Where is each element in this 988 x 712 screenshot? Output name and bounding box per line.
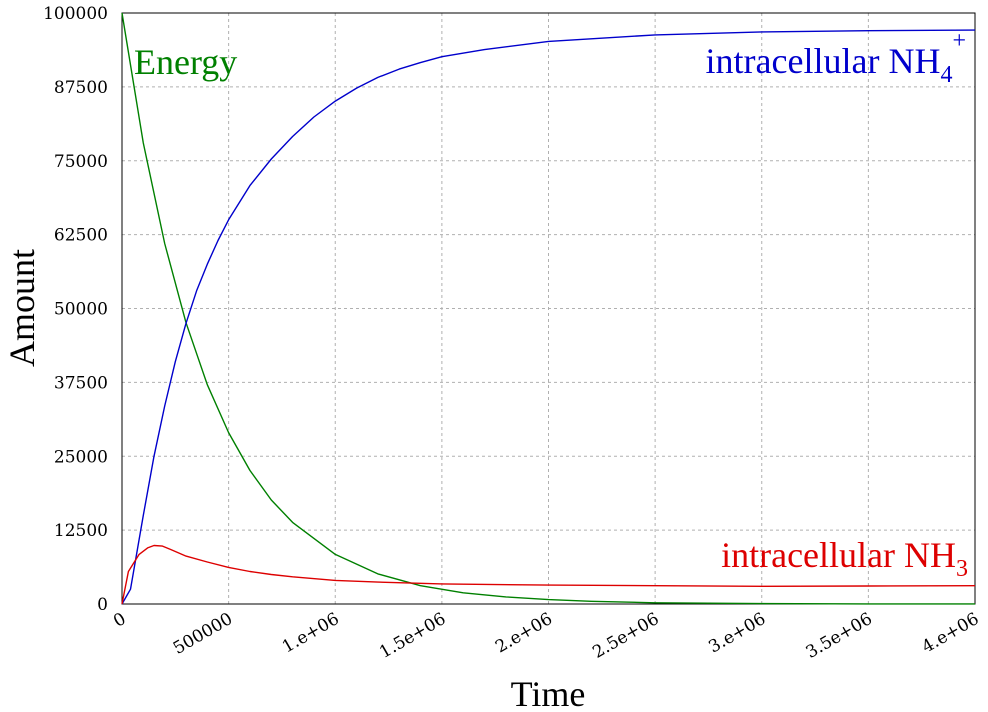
y-tick-label: 25000	[54, 447, 108, 467]
series-label-nh3: intracellular NH3	[721, 535, 968, 582]
plot-frame	[121, 12, 976, 605]
x-axis-title: Time	[511, 674, 586, 712]
series-line-1	[121, 29, 976, 605]
series-label-nh4: intracellular NH4+	[706, 28, 966, 88]
y-tick-label: 0	[97, 595, 108, 615]
series-label-nh4-sup: +	[952, 28, 966, 54]
series-line-2	[121, 544, 976, 605]
x-tick-label: 3.5e+06	[803, 609, 876, 663]
series-line-0	[121, 12, 975, 605]
x-tick-label: 1.5e+06	[376, 609, 449, 663]
x-tick-label: 2.e+06	[492, 609, 556, 657]
x-tick-label: 1.e+06	[279, 609, 343, 657]
y-tick-label: 87500	[54, 78, 108, 98]
x-tick-label: 3.e+06	[705, 609, 769, 657]
y-tick-label: 75000	[54, 152, 108, 172]
y-tick-label: 12500	[54, 521, 108, 541]
series-label-nh3-main: intracellular NH	[721, 535, 956, 575]
series-label-nh4-main: intracellular NH	[706, 41, 941, 81]
x-tick-label: 2.5e+06	[589, 609, 662, 663]
y-tick-label: 62500	[54, 226, 108, 246]
x-tick-label: 0	[110, 609, 129, 632]
x-tick-label: 500000	[170, 609, 236, 659]
series-lines	[121, 12, 976, 605]
series-label-nh3-sub: 3	[956, 556, 968, 582]
x-tick-label: 4.e+06	[919, 609, 983, 657]
y-tick-label: 100000	[43, 4, 108, 24]
x-tick-labels: 0 500000 1.e+06 1.5e+06 2.e+06 2.5e+06 3.e+06 3…	[110, 609, 982, 663]
y-tick-label: 37500	[54, 373, 108, 393]
series-label-energy: Energy	[134, 42, 237, 82]
y-axis-title: Amount	[2, 249, 42, 367]
grid-lines	[122, 13, 975, 604]
y-tick-label: 50000	[54, 300, 108, 320]
series-label-nh4-sub: 4	[940, 62, 952, 88]
y-tick-labels: 0 12500 25000 37500 50000 62500 75000 87500 1000…	[43, 4, 108, 615]
